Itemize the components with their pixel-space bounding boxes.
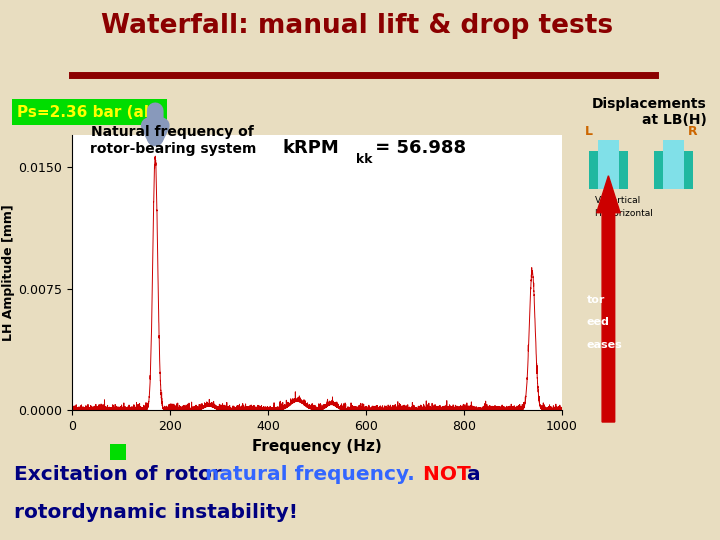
Text: Natural frequency of
rotor-bearing system: Natural frequency of rotor-bearing syste… <box>89 125 256 156</box>
Text: rotordynamic instability!: rotordynamic instability! <box>14 503 298 522</box>
Text: R: R <box>688 125 698 138</box>
Text: V: vertical: V: vertical <box>595 196 641 205</box>
Bar <box>110 444 126 460</box>
Bar <box>663 140 683 167</box>
Text: kk: kk <box>356 153 372 166</box>
Bar <box>663 167 683 189</box>
Text: natural frequency.: natural frequency. <box>205 465 415 484</box>
Bar <box>654 151 693 189</box>
Text: = 56.988: = 56.988 <box>369 139 466 157</box>
Text: Ps=2.36 bar (ab): Ps=2.36 bar (ab) <box>17 105 162 119</box>
Text: NOT: NOT <box>416 465 471 484</box>
Text: Displacements
at LB(H): Displacements at LB(H) <box>592 97 706 127</box>
Text: eases: eases <box>587 340 623 349</box>
X-axis label: Frequency (Hz): Frequency (Hz) <box>252 438 382 454</box>
Text: Excitation of rotor: Excitation of rotor <box>14 465 229 484</box>
Text: kRPM: kRPM <box>282 139 339 157</box>
Text: a: a <box>460 465 481 484</box>
Bar <box>589 151 628 189</box>
FancyArrow shape <box>597 176 620 422</box>
Text: L: L <box>585 125 593 138</box>
Text: Waterfall: manual lift & drop tests: Waterfall: manual lift & drop tests <box>101 13 613 39</box>
Bar <box>598 167 618 189</box>
Text: eed: eed <box>587 317 610 327</box>
Y-axis label: LH Amplitude [mm]: LH Amplitude [mm] <box>2 204 16 341</box>
Bar <box>598 140 618 167</box>
Text: H: horizontal: H: horizontal <box>595 209 653 218</box>
Text: tor: tor <box>587 295 606 305</box>
